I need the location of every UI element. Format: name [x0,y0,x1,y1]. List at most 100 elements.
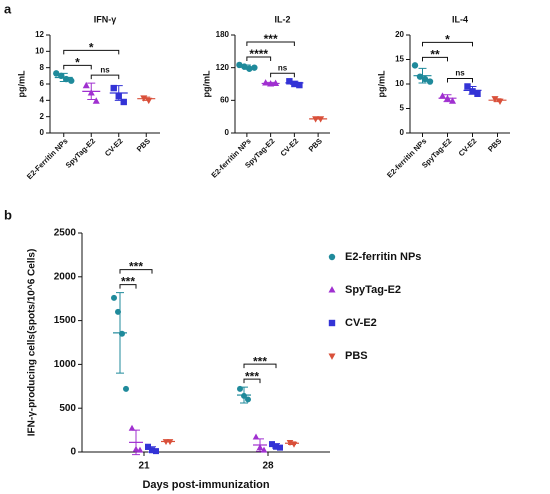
data-point [153,448,159,455]
x-tick-label: E2-ferritin NPs [385,136,428,179]
y-tick-label: 2000 [54,271,77,282]
data-point [136,446,144,453]
legend-label: E2-ferritin NPs [345,251,421,263]
error-bar [493,98,502,103]
error-bar [290,80,299,86]
significance-bracket [119,269,153,274]
y-tick-label: 500 [59,403,76,414]
y-tick-label: 120 [216,63,230,72]
data-point [92,97,100,104]
y-tick-label: 15 [395,55,404,64]
data-point [438,92,447,99]
significance-label: * [89,41,94,55]
error-bar [164,440,172,443]
data-point [123,385,129,392]
data-point [411,62,419,69]
y-tick-label: 20 [395,30,404,39]
y-tick-label: 1000 [54,359,77,370]
y-axis-label: pg/mL [376,70,386,97]
error-bar [148,446,156,453]
significance-bracket [243,378,261,384]
significance-bracket [246,41,295,46]
x-tick-label: CV-E2 [103,136,125,158]
legend-marker [328,286,336,293]
x-tick-label: 21 [138,461,150,472]
significance-bracket [270,72,295,78]
x-tick-label: 28 [262,461,274,472]
error-bar [443,94,452,103]
data-point [68,77,75,84]
significance-label: *** [121,275,135,289]
y-tick-label: 0 [400,128,405,137]
y-tick-label: 0 [225,128,230,137]
significance-bracket [90,74,120,80]
data-point [416,73,424,80]
significance-bracket [119,284,137,289]
data-point [421,75,429,83]
data-point [110,84,117,92]
error-bar [418,67,427,84]
y-tick-label: 12 [35,30,44,39]
x-axis-label: Days post-immunization [142,479,269,491]
x-tick-label: PBS [307,136,324,153]
y-tick-label: 0 [40,128,45,137]
data-point [296,81,303,89]
error-bar [240,386,248,404]
x-tick-label: PBS [135,136,152,153]
data-point [53,70,60,77]
x-tick-label: E2-ferritin NPs [209,136,252,179]
data-point [111,294,117,301]
legend-label: SpyTag-E2 [345,284,401,296]
x-tick-label: E2-Ferritin NPs [25,136,70,181]
data-point [252,433,260,440]
error-bar [142,96,151,101]
error-bar [116,292,124,374]
data-point [464,83,471,90]
data-point [426,78,434,85]
data-point [82,81,90,89]
significance-bracket [447,77,473,83]
significance-bracket [243,363,277,369]
data-point [128,424,136,431]
significance-bracket [63,49,120,55]
significance-label: *** [129,260,143,274]
significance-label: ns [100,65,110,74]
x-tick-label: SpyTag-E2 [64,136,97,169]
error-bar [114,85,123,101]
significance-label: *** [245,369,259,383]
chart-title: IFN-γ [94,14,117,24]
significance-label: ns [278,63,288,72]
significance-label: *** [264,32,278,46]
y-tick-label: 8 [40,63,45,72]
panel-label: a [4,1,12,16]
panel-label: b [4,207,12,222]
chart-title: IL-2 [274,14,290,24]
legend-marker [328,253,336,261]
significance-bracket [422,56,448,62]
legend-label: PBS [345,350,368,362]
error-bar [87,82,96,101]
y-tick-label: 1500 [54,315,77,326]
error-bar [59,72,68,83]
data-point [145,97,153,105]
y-tick-label: 0 [70,447,76,458]
y-tick-label: 5 [400,104,405,113]
significance-bracket [63,64,92,70]
y-axis-label: IFN-γ-producing cells(spots/10^6 Cells) [27,249,38,437]
error-bar [242,64,251,70]
significance-bracket [422,41,473,47]
error-bar [256,438,264,452]
x-tick-label: CV-E2 [457,136,479,158]
y-tick-label: 2500 [54,228,77,239]
y-tick-label: 2 [40,112,45,121]
significance-label: * [445,33,450,47]
significance-label: ns [455,69,465,78]
error-bar [314,118,323,120]
legend-label: CV-E2 [345,317,377,329]
error-bar [132,429,140,456]
y-axis-label: pg/mL [201,70,211,97]
significance-label: * [75,56,80,70]
y-tick-label: 10 [35,46,44,55]
legend-marker [328,353,336,360]
